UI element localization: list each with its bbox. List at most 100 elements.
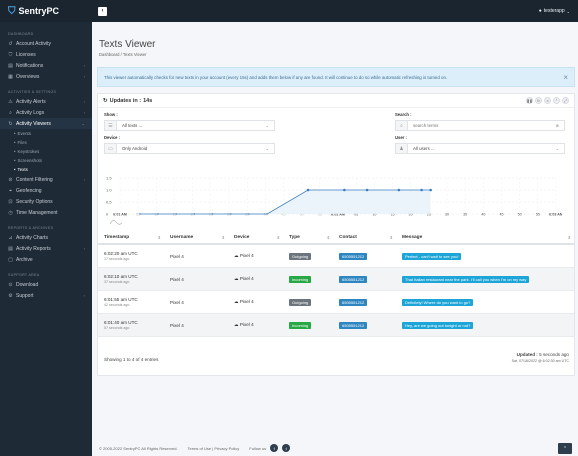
series-line — [140, 189, 431, 215]
type-badge: Outgoing — [289, 252, 312, 260]
clock-icon: ◷ — [8, 209, 13, 216]
y-tick-label: 1.5 — [106, 176, 112, 181]
shield-logo-icon: ⛉ — [8, 5, 16, 17]
col-message[interactable]: Message ⇕ — [402, 235, 571, 240]
chevron-icon: ‹ — [83, 246, 85, 251]
sidebar-subitem-screenshots[interactable]: • Screenshots — [14, 158, 42, 163]
footer-links[interactable]: Terms of Use | Privacy Policy — [187, 445, 240, 451]
sidebar-item-activity-charts[interactable]: ⊿ Activity Charts — [8, 234, 48, 241]
pause-button[interactable]: ❚❚ — [526, 97, 533, 104]
navigator-icon[interactable] — [109, 220, 123, 225]
y-tick-label: 1.0 — [106, 188, 112, 193]
x-tick-label: 20 — [191, 213, 195, 217]
x-tick-label: 05 — [354, 213, 358, 217]
data-point[interactable] — [266, 213, 268, 215]
sidebar-item-activity-viewers[interactable]: ↻ Activity Viewers ⌄ — [0, 118, 92, 129]
data-point[interactable] — [157, 213, 159, 215]
data-point[interactable] — [211, 213, 214, 215]
sidebar-subitem-keystrokes[interactable]: • Keystrokes — [14, 149, 40, 154]
updates-label: Updates in : — [109, 97, 142, 104]
user-select[interactable]: ♟ All users ... ⌄ — [395, 143, 565, 154]
message-bubble: That Italian restaurant near the park. I… — [402, 275, 530, 283]
search-box[interactable]: ⌕⊗ — [395, 120, 565, 131]
sidebar-item-support[interactable]: ⚙ Support ‹ — [8, 292, 85, 299]
x-tick-label: 40 — [481, 213, 485, 217]
sidebar-item-activity-logs[interactable]: ⌕ Activity Logs ‹ — [9, 109, 85, 116]
expand-button[interactable]: ⤢ — [562, 97, 569, 104]
data-point[interactable] — [306, 188, 310, 192]
search-input[interactable] — [408, 123, 556, 128]
sidebar-item-account-activity[interactable]: ↺ Account Activity — [8, 40, 52, 47]
table-row[interactable]: 6:01:55 am UTC 42 seconds ago Pixel 4 ☁ Pix… — [98, 291, 574, 314]
col-type[interactable]: Type ⇕ — [289, 235, 330, 240]
pin-icon: ⌖ — [9, 187, 12, 194]
message-bubble: Hey, are we going out tonight or not? — [402, 321, 474, 329]
calendar-icon: ▦ — [8, 73, 13, 80]
col-username[interactable]: Username ⇕ — [170, 235, 225, 240]
list-button[interactable]: ≡ — [544, 97, 551, 104]
table-row[interactable]: 6:02:10 am UTC 37 seconds ago Pixel 4 ☁ Pix… — [98, 268, 574, 291]
sidebar-item-activity-alerts[interactable]: ⚠ Activity Alerts ‹ — [8, 98, 85, 105]
data-point[interactable] — [248, 213, 250, 215]
collapse-button[interactable]: ⌃ — [553, 97, 560, 104]
clear-icon[interactable]: ⊗ — [555, 123, 559, 128]
refresh-icon: ↻ — [103, 97, 108, 104]
device-select[interactable]: ▭ Only Android ⌄ — [104, 143, 275, 154]
x-tick-label: 10 — [372, 213, 376, 217]
data-point[interactable] — [420, 188, 423, 192]
x-tick-label: 55 — [536, 213, 540, 217]
facebook-icon[interactable]: f — [270, 444, 279, 452]
archive-icon: ▢ — [8, 256, 13, 263]
refresh-button[interactable]: ↻ — [535, 97, 542, 104]
contact-badge[interactable]: 6505551212 — [339, 252, 368, 260]
x-tick-label: 50 — [518, 213, 522, 217]
col-timestamp[interactable]: Timestamp ⇕ — [104, 235, 161, 240]
brand-logo[interactable]: ⛉ SentryPC — [0, 0, 92, 22]
sidebar-item-notifications[interactable]: ▤ Notifications ‹ — [8, 62, 85, 69]
contact-badge[interactable]: 6505551212 — [339, 275, 368, 283]
sidebar-item-activity-reports[interactable]: ▤ Activity Reports ‹ — [8, 245, 85, 252]
contact-badge[interactable]: 6505551212 — [339, 321, 368, 329]
x-tick-label: 25 — [209, 213, 213, 217]
col-device[interactable]: Device ⇕ — [234, 235, 280, 240]
table-row[interactable]: 6:02:20 am UTC 17 seconds ago Pixel 4 ☁ Pix… — [98, 245, 574, 268]
sidebar-item-time-management[interactable]: ◷ Time Management — [8, 209, 58, 216]
breadcrumb[interactable]: Dashboard / Texts Viewer — [99, 52, 147, 57]
sidebar-item-licenses[interactable]: ⛉ Licenses — [8, 51, 36, 58]
x-tick-label: 55 — [318, 213, 322, 217]
show-select[interactable]: ☰ All texts ... ⌄ — [104, 120, 275, 131]
data-point[interactable] — [343, 188, 346, 192]
data-point[interactable] — [365, 188, 369, 192]
sidebar-subitem-events[interactable]: • Events — [14, 131, 31, 136]
sidebar-item-geofencing[interactable]: ⌖ Geofencing — [9, 187, 42, 194]
sidebar-subitem-files[interactable]: • Files — [14, 140, 27, 145]
section-support: Support Area — [8, 273, 40, 277]
cloud-icon: ☁ — [234, 322, 239, 327]
data-point[interactable] — [193, 213, 196, 215]
data-point[interactable] — [175, 213, 178, 215]
data-point[interactable] — [397, 188, 401, 192]
menu-toggle-icon[interactable]: ‹ — [98, 6, 107, 16]
contact-badge[interactable]: 6505551212 — [339, 298, 368, 306]
sidebar-item-overviews[interactable]: ▦ Overviews ‹ — [8, 73, 85, 80]
data-point[interactable] — [429, 188, 432, 192]
table-info: Showing 1 to 4 of 4 entries — [104, 357, 159, 362]
col-contact[interactable]: Contact ⇕ — [339, 235, 393, 240]
y-tick-label: 0.5 — [106, 200, 112, 205]
sidebar-item-content-filtering[interactable]: ⊘ Content Filtering ‹ — [8, 176, 85, 183]
page-title: Texts Viewer — [99, 39, 156, 50]
sidebar-item-archive[interactable]: ▢ Archive — [8, 256, 33, 263]
user-menu[interactable]: ● testerapp ⌄ — [538, 8, 570, 14]
sidebar-item-download[interactable]: ⊙ Download — [8, 281, 39, 288]
close-icon[interactable]: × — [563, 72, 568, 82]
scroll-top-button[interactable]: ⌃ — [558, 443, 572, 454]
data-point[interactable] — [139, 213, 141, 215]
table-row[interactable]: 6:01:40 am UTC 57 seconds ago Pixel 4 ☁ Pix… — [98, 314, 574, 337]
sidebar-subitem-texts[interactable]: • Texts — [14, 167, 28, 172]
sort-icon: ⇕ — [221, 235, 225, 240]
card-header: ↻ Updates in :14s ❚❚ ↻ ≡ ⌃ ⤢ — [98, 94, 574, 108]
twitter-icon[interactable]: t — [282, 444, 291, 452]
data-point[interactable] — [230, 213, 232, 215]
chevron-down-icon: ⌄ — [265, 123, 269, 128]
sidebar-item-security-options[interactable]: ⊡ Security Options — [8, 198, 53, 205]
